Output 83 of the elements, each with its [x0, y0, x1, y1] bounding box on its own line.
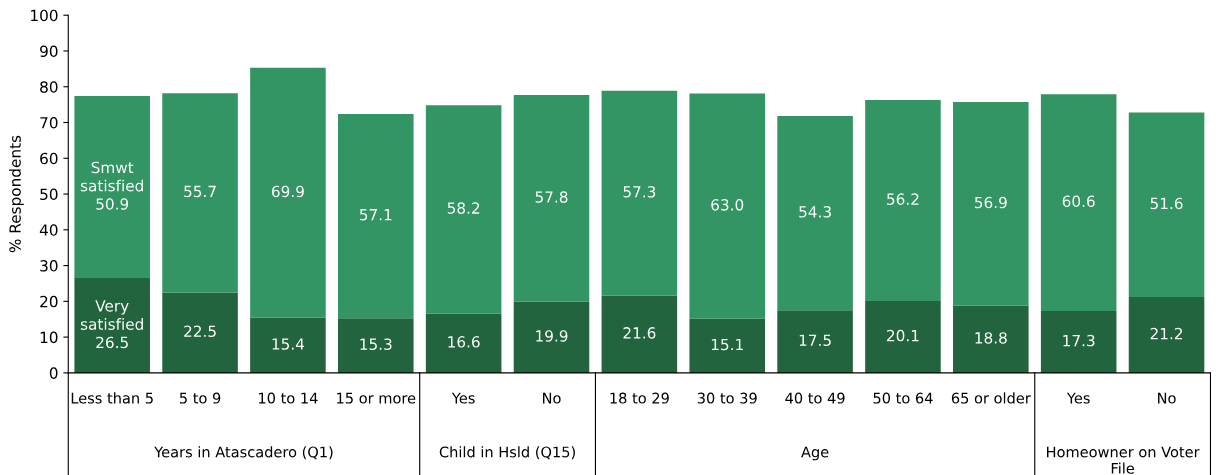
- data-label: 17.3: [1063, 334, 1095, 347]
- data-label: 55.7: [184, 185, 216, 198]
- data-label: 51.6: [1150, 197, 1183, 210]
- y-tick-label: 80: [40, 81, 58, 93]
- x-tick-label: No: [543, 392, 561, 404]
- series-label: Very satisfied: [80, 300, 143, 330]
- y-tick-label: 100: [31, 9, 58, 22]
- data-label: 15.4: [272, 338, 305, 350]
- text: Years in Atascadero (Q1): [154, 446, 333, 460]
- data-label: 56.9: [974, 196, 1007, 209]
- data-label: 50.9: [96, 198, 129, 210]
- y-tick-label: 20: [40, 295, 58, 308]
- data-label: 57.1: [359, 209, 392, 221]
- x-tick-label: No: [1158, 392, 1176, 404]
- data-label: 63.0: [711, 199, 744, 211]
- y-tick-label: 90: [40, 45, 58, 57]
- bar: [425, 105, 502, 314]
- bar: [74, 96, 150, 279]
- x-tick-label: 50 to 64: [873, 392, 933, 404]
- y-tick-label: 50: [40, 188, 58, 201]
- y-axis-title: % Respondents: [9, 135, 24, 253]
- bar: [601, 295, 678, 373]
- bar: [865, 99, 941, 301]
- data-label: 58.2: [447, 202, 480, 214]
- data-label: 19.9: [536, 330, 568, 342]
- bar: [953, 305, 1029, 373]
- bar: [865, 300, 941, 373]
- bar: [1040, 311, 1117, 373]
- data-label: 15.3: [360, 338, 392, 350]
- text: Homeowner on Voter File: [1047, 446, 1200, 474]
- x-tick-label: Less than 5: [71, 392, 153, 404]
- data-label: 57.3: [623, 186, 656, 198]
- data-label: 56.2: [887, 193, 919, 205]
- bar: [601, 90, 678, 296]
- data-label: 26.5: [96, 336, 128, 349]
- bar: [338, 113, 414, 319]
- bar: [513, 94, 590, 302]
- bar: [1128, 297, 1205, 373]
- x-tick-label: 15 or more: [337, 392, 416, 404]
- bar: [338, 318, 414, 373]
- y-tick-label: 60: [40, 152, 58, 165]
- bar: [162, 93, 238, 293]
- bar: [250, 317, 326, 373]
- bar: [953, 102, 1029, 306]
- bar: [689, 93, 766, 319]
- x-tick-label: Yes: [1066, 392, 1090, 404]
- data-label: 57.8: [535, 191, 568, 203]
- data-label: 17.5: [799, 334, 831, 347]
- bar: [1128, 112, 1205, 298]
- x-tick-label: 65 or older: [951, 392, 1031, 404]
- data-label: 69.9: [271, 185, 304, 198]
- data-label: 54.3: [799, 206, 831, 218]
- data-label: 21.6: [623, 327, 656, 339]
- series-label: Smwt satisfied: [80, 161, 143, 192]
- data-label: 15.1: [711, 338, 743, 351]
- y-tick-label: 10: [40, 331, 58, 344]
- bar: [777, 310, 853, 373]
- bar: [513, 301, 590, 373]
- x-tick-label: 10 to 14: [259, 392, 318, 404]
- x-tick-label: 18 to 29: [610, 392, 669, 404]
- data-label: 22.5: [184, 325, 216, 338]
- y-tick-label: 40: [39, 224, 58, 236]
- y-tick-label: 0: [49, 367, 58, 379]
- bar: [689, 318, 766, 373]
- data-label: 21.2: [1150, 327, 1183, 340]
- data-label: 60.6: [1062, 195, 1095, 208]
- bar: [777, 116, 853, 311]
- bar: [162, 292, 238, 373]
- x-tick-label: 40 to 49: [785, 392, 845, 404]
- text: Child in Hsld (Q15): [439, 446, 575, 460]
- y-tick-label: 30: [40, 260, 58, 272]
- bar: [74, 278, 150, 373]
- bar: [425, 313, 502, 373]
- bar: [1040, 94, 1117, 311]
- x-tick-label: 5 to 9: [179, 392, 221, 404]
- x-tick-label: 30 to 39: [697, 392, 757, 404]
- x-tick-label: Yes: [451, 392, 475, 404]
- bar: [250, 67, 326, 318]
- text: Age: [801, 446, 829, 461]
- data-label: 18.8: [975, 332, 1007, 344]
- data-label: 20.1: [887, 329, 919, 342]
- y-tick-label: 70: [40, 116, 58, 129]
- data-label: 16.6: [448, 336, 480, 348]
